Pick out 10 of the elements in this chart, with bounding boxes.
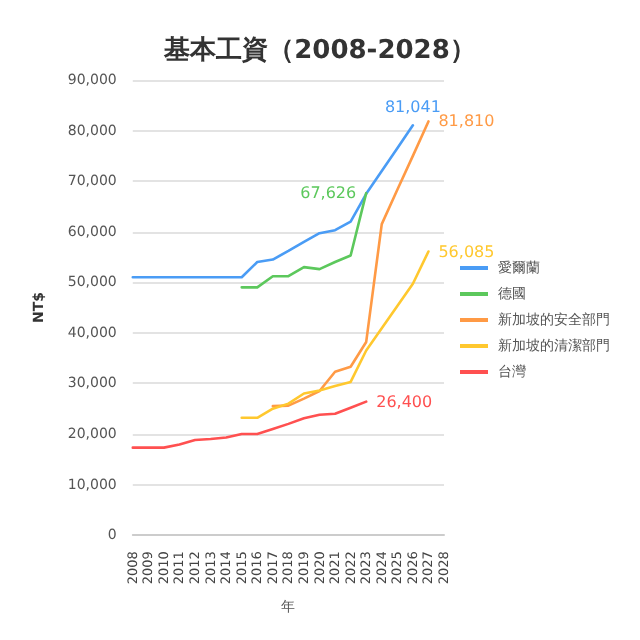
chart-title: 基本工資（2008-2028） xyxy=(162,36,476,66)
data-label: 81,041 xyxy=(384,98,441,117)
data-label: 67,626 xyxy=(300,184,357,203)
data-label: 26,400 xyxy=(376,392,433,411)
line-series xyxy=(131,400,368,449)
line-series xyxy=(131,124,415,279)
data-label: 56,085 xyxy=(438,242,495,261)
line-series xyxy=(240,250,430,420)
line-series xyxy=(271,120,430,408)
data-label: 81,810 xyxy=(438,112,495,131)
